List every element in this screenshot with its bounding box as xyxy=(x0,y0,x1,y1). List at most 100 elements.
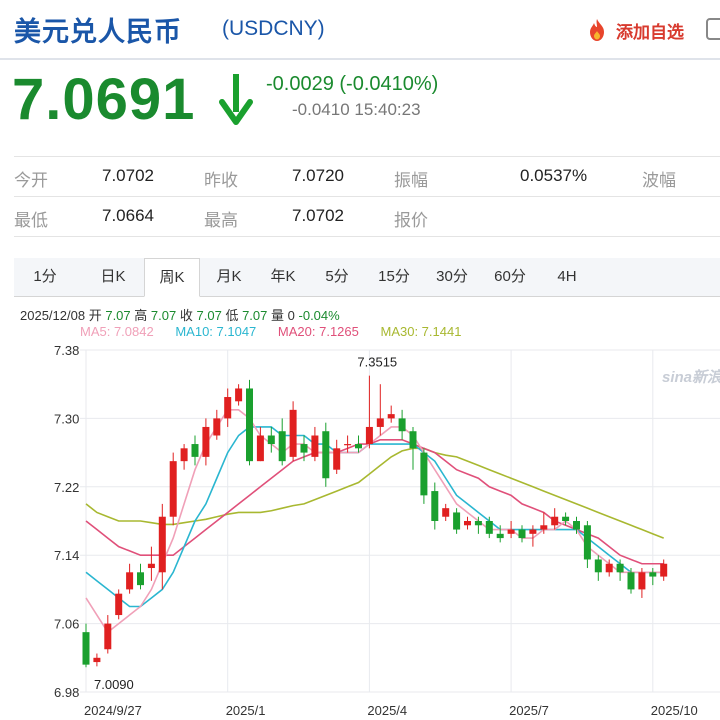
candle-body xyxy=(137,572,144,586)
candle-body xyxy=(605,563,613,573)
ohlc-open-label: 开 xyxy=(88,308,102,323)
candle-body xyxy=(638,572,646,590)
candle-body xyxy=(442,508,450,517)
ma-legend: MA5: 7.0842 MA10: 7.1047 MA20: 7.1265 MA… xyxy=(80,324,479,339)
candle-body xyxy=(660,563,668,577)
candle-body xyxy=(409,431,417,449)
candle-body xyxy=(573,521,580,530)
candle-body xyxy=(311,435,319,457)
candle-body xyxy=(431,491,439,521)
candle-body xyxy=(93,657,101,663)
candlestick-chart[interactable]: 7.38 7.30 7.22 7.14 7.06 6.98 2024/9/27 2025/1 2… xyxy=(0,340,720,720)
candle-body xyxy=(300,444,308,453)
candle-body xyxy=(246,388,253,462)
y-tick-label: 6.98 xyxy=(54,685,79,700)
candle-body xyxy=(387,414,395,419)
ma5-legend: MA5: 7.0842 xyxy=(80,324,154,339)
y-tick-label: 7.14 xyxy=(54,548,79,563)
stat-label-amplitude: 振幅 xyxy=(394,171,428,190)
stat-value-amplitude: 0.0537% xyxy=(520,166,588,185)
ohlc-close-label: 收 xyxy=(179,308,193,323)
tab-30min[interactable]: 30分 xyxy=(436,268,468,285)
candle-body xyxy=(158,516,166,573)
x-tick-label: 2024/9/27 xyxy=(84,703,142,718)
tab-yearly[interactable]: 年K xyxy=(270,268,296,285)
ohlc-change: -0.04% xyxy=(298,308,340,323)
header-bar: 美元兑人民币 (USDCNY) 添加自选 xyxy=(0,0,720,60)
candle-body xyxy=(649,572,657,577)
candle-body xyxy=(355,444,362,449)
candle-body xyxy=(562,516,570,521)
ohlc-open: 7.07 xyxy=(105,308,131,323)
candle-body xyxy=(464,521,471,526)
candle-body xyxy=(202,426,210,457)
candle-body xyxy=(289,409,297,457)
candle-body xyxy=(507,529,515,534)
window-icon[interactable] xyxy=(706,18,720,40)
current-price: 7.0691 xyxy=(12,67,196,132)
y-tick-label: 7.30 xyxy=(54,411,79,426)
tab-4h[interactable]: 4H xyxy=(557,268,577,285)
candle-body xyxy=(398,418,406,432)
tab-5min[interactable]: 5分 xyxy=(325,268,349,285)
tab-1min[interactable]: 1分 xyxy=(33,268,57,285)
ohlc-close: 7.07 xyxy=(196,308,222,323)
stat-label-low: 最低 xyxy=(14,211,48,230)
ma20-line xyxy=(85,438,664,565)
candle-body xyxy=(191,444,199,457)
candle-body xyxy=(235,388,243,402)
candle-body xyxy=(344,444,352,446)
candle-body xyxy=(224,397,232,419)
candle-body xyxy=(551,516,559,526)
candle-body xyxy=(365,426,373,445)
stat-value-high: 7.0702 xyxy=(292,206,344,225)
stat-value-low: 7.0664 xyxy=(102,206,154,225)
add-favorite-label: 添加自选 xyxy=(616,22,684,42)
stat-value-prev-close: 7.0720 xyxy=(292,166,344,185)
candle-body xyxy=(474,521,482,526)
ohlc-date: 2025/12/08 xyxy=(20,308,86,323)
low-annotation: 7.0090 xyxy=(94,677,134,692)
stat-value-open: 7.0702 xyxy=(102,166,154,185)
tab-monthly[interactable]: 月K xyxy=(216,268,242,285)
watermark: sina新浪 xyxy=(662,368,720,386)
divider xyxy=(14,156,720,157)
y-tick-label: 7.06 xyxy=(54,617,79,632)
price-change: -0.0029 (-0.0410%) xyxy=(266,73,439,95)
add-favorite-button[interactable]: 添加自选 xyxy=(584,16,684,44)
candle-body xyxy=(616,563,624,573)
candle-body xyxy=(594,559,602,573)
candle-body xyxy=(278,431,286,462)
stat-label-open: 今开 xyxy=(14,171,48,190)
x-tick-label: 2025/7 xyxy=(509,703,549,718)
candle-body xyxy=(169,461,177,517)
candle-body xyxy=(180,448,188,462)
candle-body xyxy=(518,529,526,539)
ma10-legend: MA10: 7.1047 xyxy=(175,324,257,339)
candle-body xyxy=(333,448,341,470)
candle-body xyxy=(420,452,428,496)
ma30-legend: MA30: 7.1441 xyxy=(380,324,462,339)
candle-body xyxy=(627,572,635,590)
tab-weekly[interactable]: 周K xyxy=(144,258,200,297)
candle-body xyxy=(256,435,264,462)
candle-body xyxy=(267,435,275,445)
x-tick-label: 2025/10 xyxy=(651,703,698,718)
tab-15min[interactable]: 15分 xyxy=(378,268,410,285)
y-tick-label: 7.38 xyxy=(54,343,79,358)
ma20-legend: MA20: 7.1265 xyxy=(277,324,359,339)
down-arrow-icon xyxy=(219,74,253,125)
ohlc-readout: 2025/12/08 开 7.07 高 7.07 收 7.07 低 7.07 量… xyxy=(20,305,340,324)
candle-body xyxy=(376,418,384,427)
stats-row: 最低 7.0664 最高 7.0702 报价 xyxy=(14,200,720,236)
candle-body xyxy=(540,525,548,530)
ma5-line xyxy=(85,409,664,634)
change-time: -0.0410 15:40:23 xyxy=(292,100,421,119)
tab-daily[interactable]: 日K xyxy=(100,268,126,285)
stat-label-quote: 报价 xyxy=(394,211,428,230)
candle-body xyxy=(213,418,221,436)
ohlc-low-label: 低 xyxy=(225,308,239,323)
x-tick-label: 2025/4 xyxy=(367,703,407,718)
tab-60min[interactable]: 60分 xyxy=(494,268,526,285)
divider xyxy=(14,236,720,237)
